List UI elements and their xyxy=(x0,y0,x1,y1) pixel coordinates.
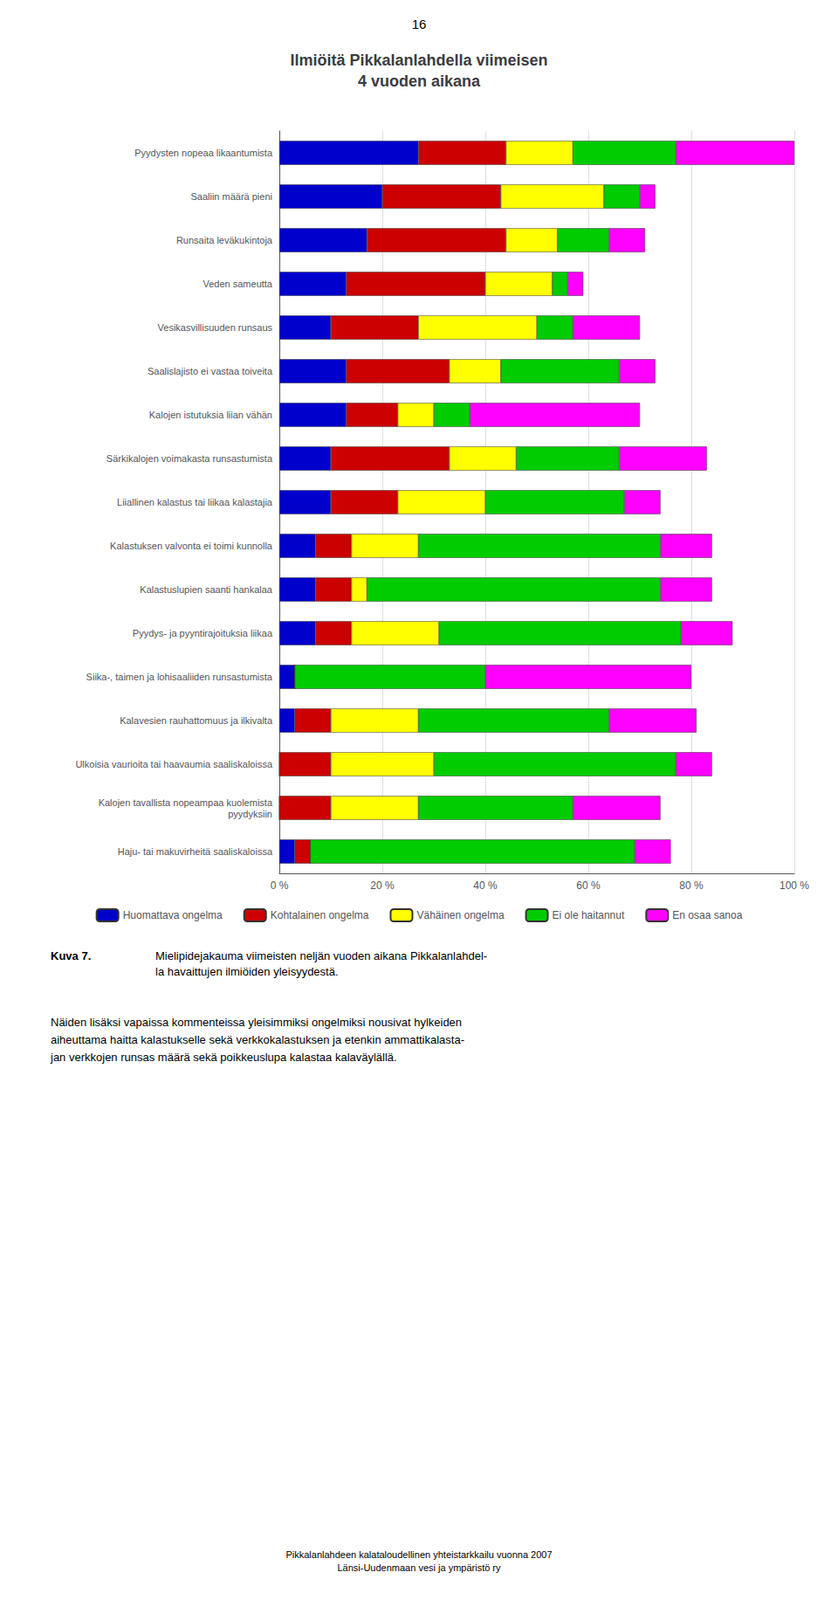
svg-text:60 %: 60 % xyxy=(576,879,601,892)
svg-text:Huomattava ongelma: Huomattava ongelma xyxy=(123,908,223,921)
svg-text:jan verkkojen runsas määrä sek: jan verkkojen runsas määrä sekä poikkeus… xyxy=(49,1050,398,1064)
svg-text:40 %: 40 % xyxy=(473,879,498,892)
svg-text:Näiden lisäksi vapaissa kommen: Näiden lisäksi vapaissa kommenteissa yle… xyxy=(50,1015,462,1029)
svg-text:16: 16 xyxy=(412,16,427,32)
svg-text:Kalavesien rauhattomuus ja ilk: Kalavesien rauhattomuus ja ilkivalta xyxy=(119,714,274,726)
svg-text:Siika-, taimen ja lohisaaliide: Siika-, taimen ja lohisaaliiden runsastu… xyxy=(86,671,274,682)
svg-text:Ilmiöitä Pikkalanlahdella viim: Ilmiöitä Pikkalanlahdella viimeisen xyxy=(289,51,548,69)
svg-text:aiheuttama haitta kalastuksell: aiheuttama haitta kalastukselle sekä ver… xyxy=(50,1032,465,1046)
svg-text:la havaittujen ilmiöiden yleis: la havaittujen ilmiöiden yleisyydestä. xyxy=(155,964,339,978)
svg-text:Pikkalanlahdeen kalataloudelli: Pikkalanlahdeen kalataloudellinen yhteis… xyxy=(285,1548,552,1560)
svg-text:Pyydysten nopeaa likaantumista: Pyydysten nopeaa likaantumista xyxy=(134,147,274,158)
svg-text:Runsaita leväkukintoja: Runsaita leväkukintoja xyxy=(176,234,274,246)
svg-text:Länsi-Uudenmaan vesi ja ympäri: Länsi-Uudenmaan vesi ja ympäristö ry xyxy=(336,1561,502,1573)
svg-text:En osaa sanoa: En osaa sanoa xyxy=(672,908,742,921)
svg-text:Haju- tai makuvirheitä saalisk: Haju- tai makuvirheitä saaliskaloissa xyxy=(117,845,274,857)
svg-text:Mielipidejakauma viimeisten ne: Mielipidejakauma viimeisten neljän vuode… xyxy=(155,948,488,962)
svg-text:Kalastuslupien saanti hankalaa: Kalastuslupien saanti hankalaa xyxy=(139,583,274,595)
svg-text:Saalislajisto ei vastaa toivei: Saalislajisto ei vastaa toiveita xyxy=(147,365,274,377)
svg-text:80 %: 80 % xyxy=(679,879,704,892)
svg-text:Liiallinen kalastus tai liikaa: Liiallinen kalastus tai liikaa kalastaji… xyxy=(116,496,274,508)
svg-text:Veden sameutta: Veden sameutta xyxy=(202,278,273,289)
svg-text:Ulkoisia vaurioita tai haavaum: Ulkoisia vaurioita tai haavaumia saalisk… xyxy=(75,758,273,770)
svg-text:Kuva 7.: Kuva 7. xyxy=(50,948,91,962)
svg-text:Vähäinen ongelma: Vähäinen ongelma xyxy=(416,908,504,921)
svg-text:pyydyksiin: pyydyksiin xyxy=(227,808,273,819)
svg-text:Särkikalojen voimakasta runsas: Särkikalojen voimakasta runsastumista xyxy=(106,453,274,464)
svg-text:4 vuoden aikana: 4 vuoden aikana xyxy=(357,72,481,90)
svg-text:Saaliin määrä pieni: Saaliin määrä pieni xyxy=(190,191,273,202)
svg-text:100 %: 100 % xyxy=(779,879,810,892)
svg-text:Ei ole haitannut: Ei ole haitannut xyxy=(552,908,626,921)
svg-text:Vesikasvillisuuden runsaus: Vesikasvillisuuden runsaus xyxy=(157,322,274,333)
svg-text:Kalastuksen valvonta ei toimi: Kalastuksen valvonta ei toimi kunnolla xyxy=(109,540,274,551)
svg-text:Kohtalainen ongelma: Kohtalainen ongelma xyxy=(270,908,370,921)
svg-text:Kalojen tavallista nopeampaa k: Kalojen tavallista nopeampaa kuolemista xyxy=(98,796,274,808)
svg-text:Pyydys- ja pyyntirajoituksia l: Pyydys- ja pyyntirajoituksia liikaa xyxy=(132,627,274,639)
svg-text:0 %: 0 % xyxy=(270,879,289,892)
svg-text:20 %: 20 % xyxy=(370,879,395,892)
svg-text:Kalojen istutuksia liian vähän: Kalojen istutuksia liian vähän xyxy=(149,409,273,420)
